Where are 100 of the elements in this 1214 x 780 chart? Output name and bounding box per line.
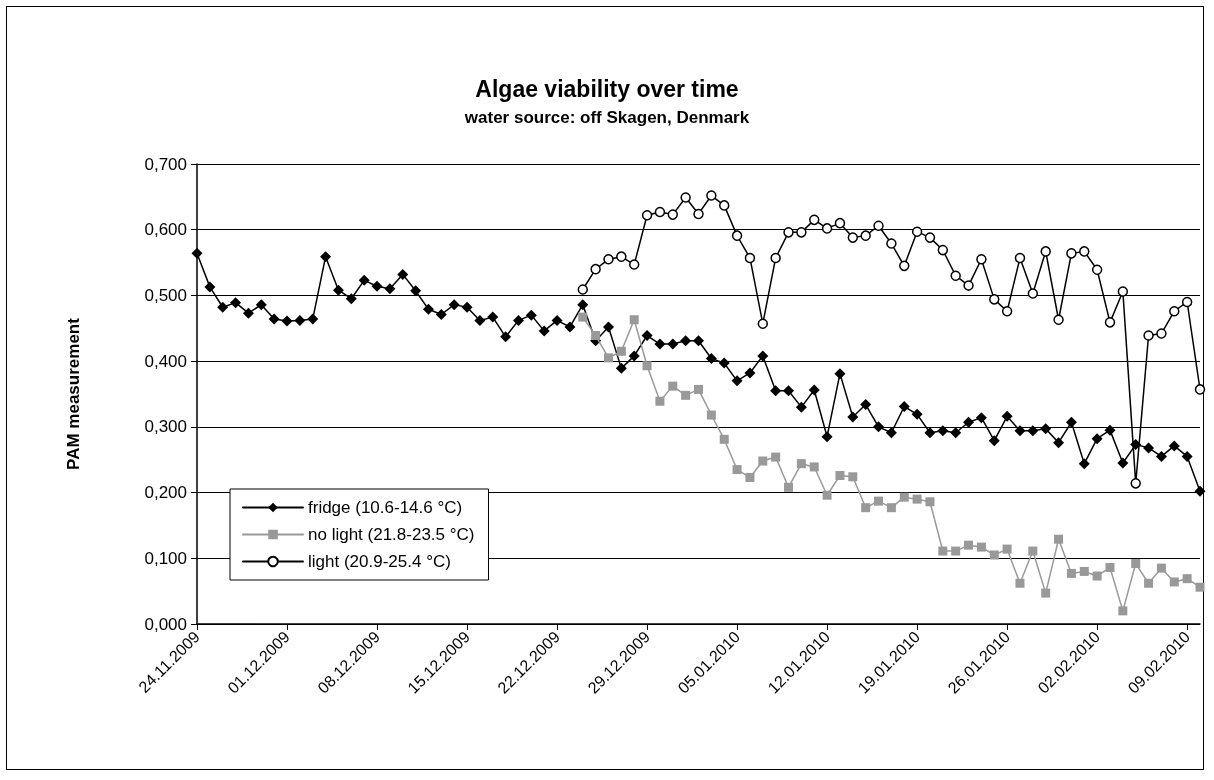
point [616,251,627,262]
point [924,232,936,243]
point [1014,252,1026,264]
point [654,206,666,218]
point [912,494,922,504]
point [1079,566,1089,576]
point [1169,577,1179,587]
point [989,294,1000,305]
point [681,390,691,400]
point [1091,264,1103,276]
point [1015,578,1025,588]
legend-label: fridge (10.6-14.6 °C) [308,498,463,517]
point [1117,286,1129,297]
point [834,217,846,229]
point [1027,288,1039,299]
point [911,226,923,237]
point [745,472,755,482]
point [861,503,871,513]
point [848,472,858,482]
point [758,456,768,466]
legend-label: light (20.9-25.4 °C) [308,552,451,571]
point [796,227,807,238]
point [680,192,691,203]
y-tick-label: 0,600 [144,220,187,240]
point [1130,478,1141,489]
point [874,496,884,506]
point [719,434,729,444]
point [667,209,679,220]
point [1144,578,1154,588]
point [951,546,961,556]
point [847,232,859,243]
y-tick-label: 0,000 [144,614,187,634]
y-tick-label: 0,300 [144,417,187,437]
y-tick-label: 0,400 [144,351,187,371]
point [964,540,974,550]
point [821,223,833,234]
point [1194,384,1206,395]
point [873,220,884,232]
point [693,208,704,220]
point [925,497,935,507]
point [899,492,909,502]
point [577,284,589,295]
y-tick-label: 0,100 [144,548,187,568]
y-tick-label: 0,700 [144,154,187,174]
point [603,254,614,265]
y-tick-label: 0,200 [144,483,187,503]
point [835,470,845,480]
point [731,230,743,241]
point [706,410,716,420]
point [989,550,999,560]
point [744,252,756,264]
point [694,384,703,394]
point [886,503,896,513]
point [1143,330,1154,341]
point [899,260,910,272]
point [642,361,652,371]
legend-label: no light (21.8-23.5 °C) [308,525,475,544]
point [629,315,639,325]
point [1041,588,1051,598]
point [718,200,730,211]
point [1066,248,1077,259]
point [809,462,819,472]
point [1118,606,1128,616]
y-tick-label: 0,500 [144,285,187,305]
point [1169,305,1180,317]
point [1001,305,1013,317]
point [796,459,806,469]
point [783,227,794,238]
point [1092,571,1102,581]
point [628,259,640,270]
point [641,210,653,221]
point [1181,296,1193,308]
point [578,312,588,322]
point [1131,559,1141,569]
chart-subtitle: water source: off Skagen, Denmark [463,108,750,127]
point [732,465,742,475]
point [1156,563,1166,573]
point [655,396,665,406]
point [1028,546,1038,556]
point [963,280,974,291]
point [616,346,626,356]
point [770,252,781,264]
point [1054,534,1064,544]
point [784,482,794,492]
point [1104,317,1116,328]
point [757,318,769,329]
point [976,542,986,552]
point [1105,562,1115,572]
point [860,230,871,241]
point [591,331,601,341]
point [1002,544,1012,554]
point [1195,582,1205,592]
point [1079,246,1090,257]
point [822,490,832,500]
point [668,381,678,391]
chart-title: Algae viability over time [475,75,739,102]
point [603,353,613,363]
point [1156,328,1167,339]
y-axis-title: PAM measurement [64,317,83,470]
point [1066,568,1076,578]
